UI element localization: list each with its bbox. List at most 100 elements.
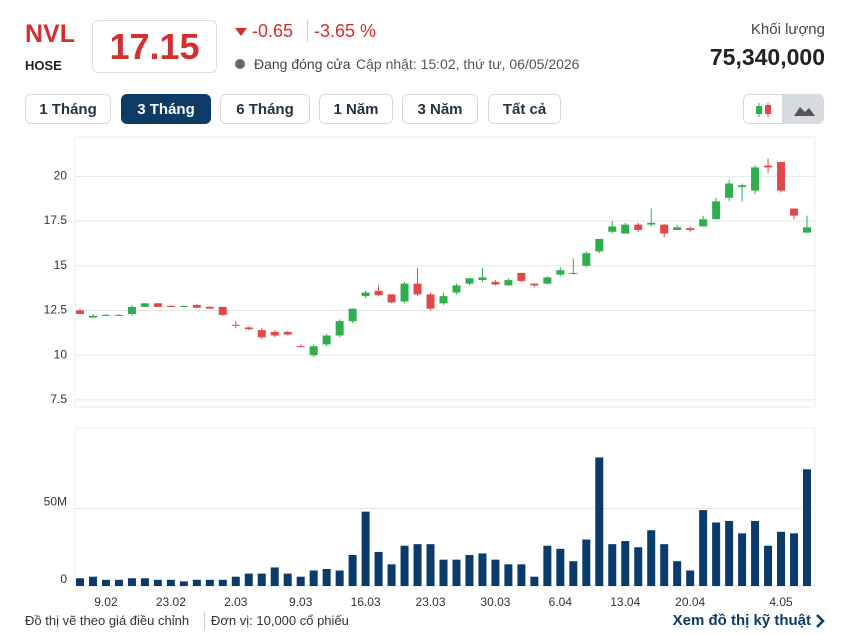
technical-link[interactable]: Xem đồ thị kỹ thuật [672, 612, 811, 629]
y-tick-label: 20 [54, 169, 68, 183]
candle-body [543, 277, 552, 284]
candle-body [673, 227, 682, 230]
candle-body [270, 331, 279, 336]
updated: Cập nhật: 15:02, thứ tư, 06/05/2026 [356, 56, 580, 72]
candle-body [608, 226, 617, 232]
y-tick-label: 17.5 [44, 213, 68, 227]
volume-bar [777, 531, 786, 586]
candle-body [127, 306, 136, 315]
candle-body [634, 224, 643, 230]
volume-bar [725, 520, 734, 586]
volume-bar [153, 579, 162, 586]
change-pct: -3.65 % [314, 21, 377, 41]
candle-body [582, 253, 591, 266]
candle-body [790, 208, 799, 216]
range-tab[interactable]: 1 Tháng [25, 94, 111, 124]
volume: 75,340,000 [709, 44, 825, 70]
candle-body [140, 303, 149, 307]
candle-body [504, 280, 513, 286]
volume-bar [257, 573, 266, 586]
candle-body [413, 283, 422, 295]
candle-body [296, 346, 305, 348]
candle-body [478, 277, 487, 281]
candle-body [764, 165, 773, 168]
candle-body [114, 314, 123, 316]
candle-body [452, 285, 461, 293]
candle-body [738, 185, 747, 188]
volume-bar [556, 548, 565, 586]
volume-bar [283, 573, 292, 586]
symbol: NVL [25, 20, 75, 48]
volume-bar [374, 551, 383, 586]
volume-bar [296, 576, 305, 586]
volume-bar [335, 570, 344, 586]
volume-bar [530, 576, 539, 586]
candle-body [335, 321, 344, 336]
volume-bar [179, 581, 188, 586]
volume-bar [348, 555, 357, 586]
candle-body [101, 314, 110, 316]
candle-body [686, 228, 695, 230]
candle-body [725, 183, 734, 198]
volume-bar [621, 541, 630, 586]
volume-bar [387, 564, 396, 586]
volume-bar [400, 545, 409, 586]
range-tab[interactable]: 1 Năm [319, 94, 393, 124]
volume-bar [634, 547, 643, 586]
volume-bar [517, 564, 526, 586]
candle-body [465, 278, 474, 284]
volume-bar [491, 559, 500, 586]
candle-body [439, 296, 448, 304]
candle-body [491, 281, 500, 285]
y-tick-label: 10 [54, 347, 68, 361]
candle-body [712, 201, 721, 220]
candle-body [218, 306, 227, 315]
divider [307, 20, 308, 42]
volume-bar [205, 579, 214, 586]
x-tick-label: 9.03 [289, 595, 313, 609]
candle-body [621, 224, 630, 234]
volume-bar [309, 570, 318, 586]
candle-body [374, 290, 383, 296]
volume-bar [231, 576, 240, 586]
volume-bar [465, 555, 474, 586]
candle-body [595, 238, 604, 252]
volume-bar [803, 469, 811, 586]
x-tick-label: 16.03 [351, 595, 381, 609]
candle-body [348, 308, 357, 322]
candle-body [530, 283, 539, 286]
area-toggle[interactable] [783, 94, 824, 124]
volume-bar [166, 579, 175, 586]
y2-tick-label: 50M [44, 495, 67, 509]
candle-body [400, 283, 409, 302]
volume-bar [660, 544, 669, 586]
candle-body [166, 305, 175, 307]
status-dot [235, 59, 245, 69]
candle-body [76, 310, 84, 315]
y-tick-label: 12.5 [44, 303, 68, 317]
volume-bar [790, 533, 799, 586]
range-tab[interactable]: 6 Tháng [220, 94, 310, 124]
candle-body [205, 306, 214, 309]
candle-body [751, 167, 760, 191]
y2-tick-label: 0 [60, 572, 67, 586]
volume-bar [140, 578, 149, 586]
range-tab[interactable]: 3 Tháng [121, 94, 211, 124]
candle-body [777, 162, 786, 191]
candle-toggle[interactable] [743, 94, 783, 124]
range-tab[interactable]: 3 Năm [402, 94, 478, 124]
candle-body [647, 222, 656, 225]
volume-bar [478, 553, 487, 586]
volume-bar [569, 561, 578, 586]
volume-bar [361, 511, 370, 586]
range-tab[interactable]: Tất cả [488, 94, 561, 124]
chart: 7.5 10 12.5 15 17.5 20 0 50M 9.02 23.02 2.03 9.03 16… [44, 136, 816, 609]
candle-body [322, 335, 331, 345]
x-tick-label: 2.03 [224, 595, 248, 609]
volume-bar [127, 578, 136, 586]
price-panel [74, 136, 816, 408]
volume-bar [244, 573, 253, 586]
candle-body [179, 305, 188, 307]
candle-body [244, 327, 253, 330]
